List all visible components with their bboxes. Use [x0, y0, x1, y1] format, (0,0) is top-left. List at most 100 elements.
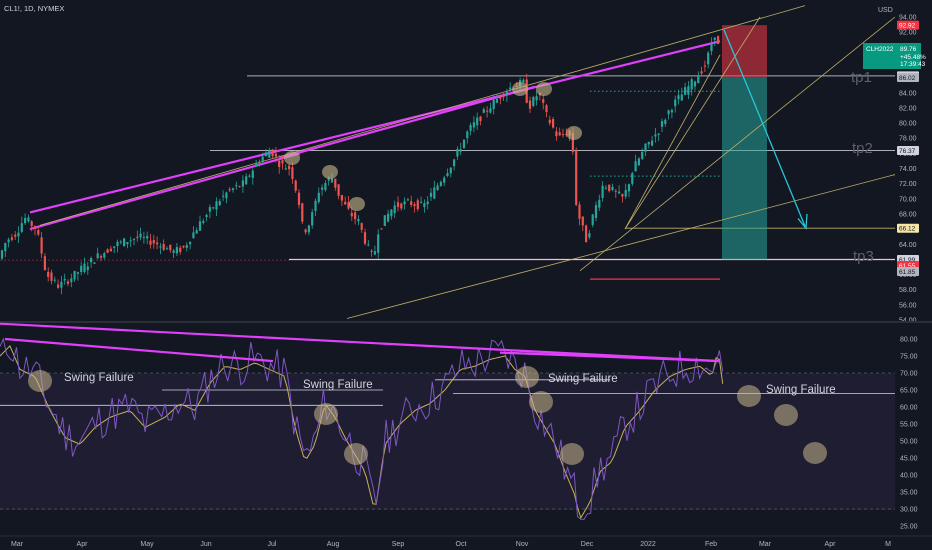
candle-body: [126, 242, 129, 245]
candle-body: [182, 245, 185, 248]
candle-body: [558, 132, 561, 136]
candle-body: [317, 192, 320, 203]
candle-body: [301, 203, 304, 222]
osc-marker-ellipse: [560, 443, 584, 465]
candle-body: [175, 247, 178, 254]
swing-failure-label-2: Swing Failure: [303, 379, 373, 391]
candle-body: [423, 203, 426, 208]
time-axis-label: Aug: [327, 541, 340, 548]
candle-body: [80, 265, 83, 273]
osc-axis-tick: 75.00: [900, 354, 918, 361]
candle-body: [156, 242, 159, 245]
candle-body: [618, 191, 621, 194]
price-axis-tick: 82.00: [899, 105, 917, 112]
candle-body: [591, 214, 594, 225]
candle-body: [152, 240, 155, 244]
candle-body: [212, 207, 215, 209]
time-axis[interactable]: Mar Apr May Jun Jul Aug Sep Oct Nov Dec 2022 Feb Mar…: [11, 541, 891, 548]
candle-body: [327, 177, 330, 181]
candle-body: [393, 205, 396, 214]
candle-body: [274, 153, 277, 157]
position-zones: [722, 25, 767, 260]
swing-failure-label-1: Swing Failure: [64, 372, 134, 384]
candle-body: [713, 37, 716, 40]
candle-body: [324, 183, 327, 191]
candle-body: [532, 96, 535, 106]
candle-body: [453, 159, 456, 167]
candle-body: [179, 247, 182, 252]
candle-body: [578, 204, 581, 219]
candle-body: [700, 71, 703, 74]
candle-body: [446, 173, 449, 177]
candle-body: [697, 76, 700, 84]
candle-body: [70, 278, 73, 283]
candle-body: [14, 234, 17, 237]
candle-body: [647, 141, 650, 145]
candle-body: [106, 249, 109, 253]
candle-body: [205, 215, 208, 218]
candle-body: [76, 272, 79, 274]
candle-body: [528, 100, 532, 109]
candle-body: [198, 221, 202, 231]
marker-ellipse: [284, 151, 300, 165]
candle-body: [499, 97, 502, 99]
candle-body: [403, 201, 406, 205]
candle-body: [53, 279, 56, 281]
osc-axis-tick: 80.00: [900, 337, 918, 344]
oscillator-axis[interactable]: 80.00 75.00 70.00 65.00 60.00 55.00 50.00 45.00…: [900, 337, 918, 531]
time-axis-label: May: [140, 541, 154, 548]
candle-body: [344, 201, 347, 205]
candle-body: [390, 209, 393, 217]
marker-ellipse: [349, 197, 365, 211]
candle-body: [637, 158, 640, 166]
candle-body: [456, 149, 459, 157]
candle-body: [707, 52, 710, 65]
candle-body: [37, 230, 40, 235]
currency-label: USD: [878, 7, 893, 14]
ticker-label: CLH2022: [866, 46, 894, 53]
candle-body: [132, 238, 136, 240]
candle-body: [710, 43, 713, 52]
candle-body: [255, 163, 258, 167]
candle-body: [472, 122, 475, 128]
candle-body: [294, 180, 297, 191]
take-profit-zone: [722, 77, 767, 260]
candle-body: [169, 244, 172, 251]
marker-ellipse: [322, 165, 338, 179]
candle-body: [347, 202, 350, 209]
candle-body: [307, 225, 310, 233]
candle-body: [598, 199, 601, 208]
osc-axis-tick: 40.00: [900, 473, 918, 480]
candle-body: [73, 270, 76, 280]
time-axis-label: 2022: [640, 541, 656, 548]
candle-body: [611, 186, 614, 191]
candle-body: [581, 216, 584, 226]
osc-axis-tick: 65.00: [900, 388, 918, 395]
candle-body: [486, 110, 489, 112]
candle-body: [357, 219, 360, 222]
osc-magenta-line-right: [499, 351, 721, 363]
ticker-price: 89.76: [900, 46, 917, 53]
candle-body: [43, 256, 46, 271]
candle-body: [241, 180, 244, 187]
osc-axis-tick: 35.00: [900, 490, 918, 497]
swing-failure-label-3: Swing Failure: [548, 373, 618, 385]
candle-body: [429, 192, 433, 197]
marker-ellipse: [566, 126, 582, 140]
candle-body: [7, 239, 10, 243]
candle-body: [86, 266, 89, 271]
candle-body: [400, 203, 403, 209]
candle-body: [231, 188, 235, 191]
osc-marker-ellipse: [803, 442, 827, 464]
candle-body: [268, 150, 271, 158]
osc-marker-ellipse: [314, 403, 338, 425]
osc-axis-tick: 60.00: [900, 405, 918, 412]
price-axis-tick: 80.00: [899, 121, 917, 128]
time-axis-label: Feb: [705, 541, 717, 548]
candle-body: [123, 238, 126, 247]
candle-body: [222, 195, 225, 197]
price-tag: [897, 72, 919, 82]
candle-body: [479, 116, 482, 121]
candle-body: [703, 65, 706, 67]
